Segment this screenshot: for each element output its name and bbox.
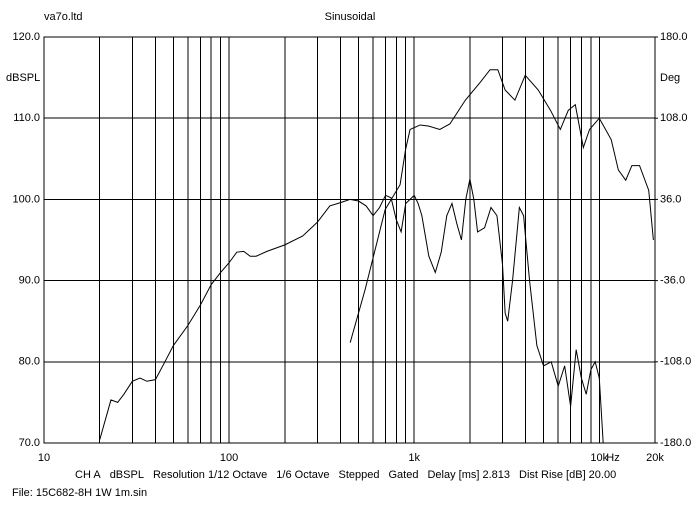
data-line bbox=[99, 179, 604, 444]
brand: va7o.ltd bbox=[44, 11, 83, 23]
y-tick-label: 120.0 bbox=[12, 31, 40, 43]
y2-tick-label: -180.0 bbox=[660, 437, 691, 449]
y2-tick-label: 108.0 bbox=[660, 112, 688, 124]
file-name: File: 15C682-8H 1W 1m.sin bbox=[12, 487, 147, 499]
y2-tick-label: 36.0 bbox=[660, 193, 681, 205]
y-axis-label: dBSPL bbox=[6, 72, 40, 84]
footer-item: Dist Rise [dB] 20.00 bbox=[519, 469, 616, 481]
x-tick-label: 10 bbox=[38, 452, 50, 464]
y-tick-label: 90.0 bbox=[19, 275, 40, 287]
y2-tick-label: -108.0 bbox=[660, 356, 691, 368]
y-tick-label: 110.0 bbox=[13, 112, 40, 124]
footer-item: Delay [ms] 2.813 bbox=[427, 469, 510, 481]
x-tick-label: 10k bbox=[590, 452, 608, 464]
x-axis-label: Hz bbox=[606, 452, 619, 464]
chart-title: Sinusoidal bbox=[325, 11, 376, 23]
y2-axis-label: Deg bbox=[660, 72, 680, 84]
footer-item: 1/6 Octave bbox=[276, 469, 329, 481]
x-tick-label: 100 bbox=[220, 452, 238, 464]
plot-frame bbox=[43, 36, 656, 444]
footer-item: Resolution 1/12 Octave bbox=[153, 469, 267, 481]
y2-tick-label: -36.0 bbox=[660, 275, 685, 287]
y2-tick-label: 180.0 bbox=[660, 31, 688, 43]
footer-item: Stepped bbox=[339, 469, 380, 481]
y-tick-label: 70.0 bbox=[19, 437, 40, 449]
x-tick-label: 20k bbox=[646, 452, 664, 464]
data-line bbox=[349, 69, 654, 343]
footer-item: CH A bbox=[75, 469, 101, 481]
y-tick-label: 100.0 bbox=[12, 193, 40, 205]
x-tick-label: 1k bbox=[408, 452, 420, 464]
y-tick-label: 80.0 bbox=[19, 356, 40, 368]
footer-item: Gated bbox=[388, 469, 418, 481]
footer-item: dBSPL bbox=[110, 469, 144, 481]
